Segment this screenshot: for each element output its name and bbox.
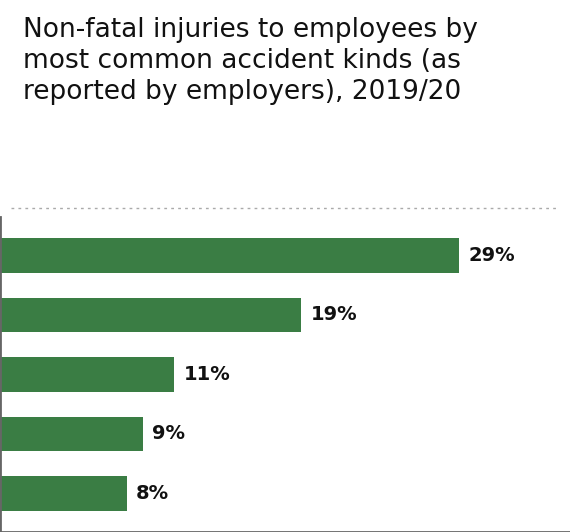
Text: 8%: 8% xyxy=(136,484,169,503)
Text: 9%: 9% xyxy=(152,425,185,443)
Bar xyxy=(0,297,301,332)
Text: 11%: 11% xyxy=(184,365,230,384)
Bar xyxy=(0,476,127,511)
Text: Non-fatal injuries to employees by
most common accident kinds (as
reported by em: Non-fatal injuries to employees by most … xyxy=(23,18,478,105)
Text: 29%: 29% xyxy=(469,246,515,265)
Bar xyxy=(0,238,459,273)
Bar xyxy=(0,357,174,392)
Bar xyxy=(0,417,142,451)
Text: 19%: 19% xyxy=(310,305,357,325)
